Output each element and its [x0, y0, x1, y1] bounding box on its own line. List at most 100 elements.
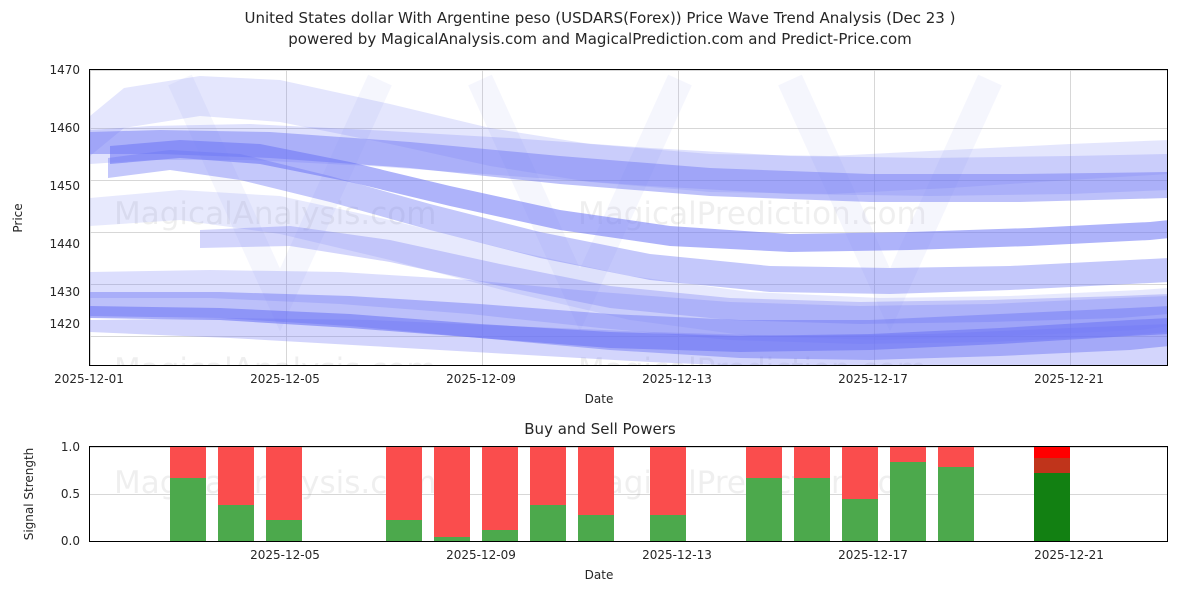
wave-xaxis-title: Date: [584, 392, 614, 406]
wave-band-band-bottom-pale: [90, 318, 1167, 365]
wave-yaxis-title: Price: [11, 203, 25, 233]
title-line-1: United States dollar With Argentine peso…: [244, 9, 956, 27]
wave-band-band-mid-descend: [108, 150, 1167, 294]
bar-2025-12-16: [938, 447, 974, 541]
bar-buy-segment: [794, 477, 830, 541]
bars-gridline-1.0: [90, 447, 1167, 448]
bars-xtick-2: 2025-12-09: [446, 548, 516, 562]
wave-gridline-1430: [90, 284, 1167, 285]
wave-xtick-3: 2025-12-09: [446, 372, 516, 386]
bar-2025-12-12: [746, 447, 782, 541]
bar-sell-segment: [938, 447, 974, 468]
wave-bands: [90, 76, 1167, 365]
wave-ytick-1470: 1470: [49, 63, 80, 77]
wave-band-band-top-wide: [90, 124, 1167, 196]
bar-buy-segment: [530, 504, 566, 541]
wave-ytick-1460: 1460: [49, 121, 80, 135]
bars-ytick-0.5: 0.5: [60, 487, 80, 501]
title-line-2: powered by MagicalAnalysis.com and Magic…: [288, 30, 912, 48]
bar-2025-12-13: [794, 447, 830, 541]
bar-2025-12-05: [386, 447, 422, 541]
bar-sell-segment: [530, 447, 566, 505]
bars-ytick-0.0: 0.0: [60, 534, 80, 548]
wave-xtick-6: 2025-12-21: [1034, 372, 1104, 386]
bar-sell-segment: [482, 447, 518, 531]
wave-gridline-2025-12-09: [482, 70, 483, 365]
bars-xtick-5: 2025-12-21: [1034, 548, 1104, 562]
bar-buy-segment: [746, 477, 782, 541]
buy-sell-plot-area: MagicalAnalysis.com MagicalPrediction.co…: [89, 446, 1168, 542]
bar-sell-segment: [842, 447, 878, 499]
wave-band-band-upper-solid: [90, 130, 1167, 202]
bar-buy-segment: [650, 515, 686, 541]
bar-2025-12-06: [434, 447, 470, 541]
bar-group: [90, 447, 1167, 541]
bars-xtick-1: 2025-12-05: [250, 548, 320, 562]
bar-2025-12-09: [578, 447, 614, 541]
bar-buy-segment: [1034, 472, 1070, 541]
page-title: United States dollar With Argentine peso…: [0, 8, 1200, 50]
buy-sell-title: Buy and Sell Powers: [524, 420, 676, 438]
bar-sell-segment: [746, 447, 782, 478]
bar-sell-segment: [650, 447, 686, 516]
wave-gridline-2025-12-17: [874, 70, 875, 365]
bar-2025-12-17: [1034, 447, 1070, 541]
bar-2025-12-10: [650, 447, 686, 541]
bar-sell-segment: [794, 447, 830, 478]
bar-2025-12-03: [266, 447, 302, 541]
bar-sell-segment: [434, 447, 470, 538]
bar-buy-segment: [842, 498, 878, 541]
wave-ytick-1430: 1430: [49, 285, 80, 299]
bar-sell-segment: [578, 447, 614, 516]
price-wave-plot-area: MagicalAnalysis.com MagicalPrediction.co…: [89, 69, 1168, 366]
bar-2025-12-14: [842, 447, 878, 541]
bar-buy-segment: [218, 504, 254, 541]
wave-band-band-upper-core: [110, 140, 1167, 252]
bar-buy-segment: [386, 519, 422, 541]
bar-2025-12-07: [482, 447, 518, 541]
bar-sell-segment: [386, 447, 422, 520]
bars-yaxis-title: Signal Strength: [22, 447, 36, 541]
bar-2025-12-01: [170, 447, 206, 541]
bar-sell-segment: [170, 447, 206, 478]
wave-gridline-1450: [90, 180, 1167, 181]
wave-xtick-2: 2025-12-05: [250, 372, 320, 386]
bars-xtick-3: 2025-12-13: [642, 548, 712, 562]
bar-buy-segment: [938, 467, 974, 541]
wave-xtick-4: 2025-12-13: [642, 372, 712, 386]
bar-buy-segment: [266, 519, 302, 541]
wave-band-band-mid-light: [90, 190, 1167, 340]
bar-buy-segment: [890, 462, 926, 541]
bar-buy-segment: [434, 537, 470, 541]
bar-sell-segment: [218, 447, 254, 505]
bar-sell-overlap: [1034, 457, 1070, 473]
bar-buy-segment: [170, 477, 206, 541]
wave-gridline-2025-12-05: [286, 70, 287, 365]
wave-xtick-5: 2025-12-17: [838, 372, 908, 386]
bars-gridline-0.5: [90, 494, 1167, 495]
wave-band-band-diag: [200, 226, 1167, 324]
bar-buy-segment: [578, 515, 614, 541]
wave-xtick-1: 2025-12-01: [54, 372, 124, 386]
bar-sell-segment: [266, 447, 302, 520]
bar-buy-segment: [482, 530, 518, 541]
bars-xtick-4: 2025-12-17: [838, 548, 908, 562]
wave-band-band-outer-top: [90, 76, 1167, 194]
wave-band-band-bottom-core: [90, 306, 1167, 352]
bar-sell-segment: [890, 447, 926, 463]
bar-2025-12-15: [890, 447, 926, 541]
bar-2025-12-02: [218, 447, 254, 541]
bar-2025-12-08: [530, 447, 566, 541]
wave-ytick-1420: 1420: [49, 317, 80, 331]
wave-gridline-2025-12-21: [1070, 70, 1071, 365]
wave-gridline-1470: [90, 70, 1167, 71]
wave-gridline-1460: [90, 128, 1167, 129]
wave-gridline-2025-12-13: [678, 70, 679, 365]
wave-ytick-1440: 1440: [49, 237, 80, 251]
wave-ytick-1450: 1450: [49, 179, 80, 193]
bars-xaxis-title: Date: [584, 568, 614, 582]
wave-band-band-lower-wide: [90, 270, 1167, 344]
wave-gridline-2025-12-01: [90, 70, 91, 365]
bars-ytick-1.0: 1.0: [60, 440, 80, 454]
